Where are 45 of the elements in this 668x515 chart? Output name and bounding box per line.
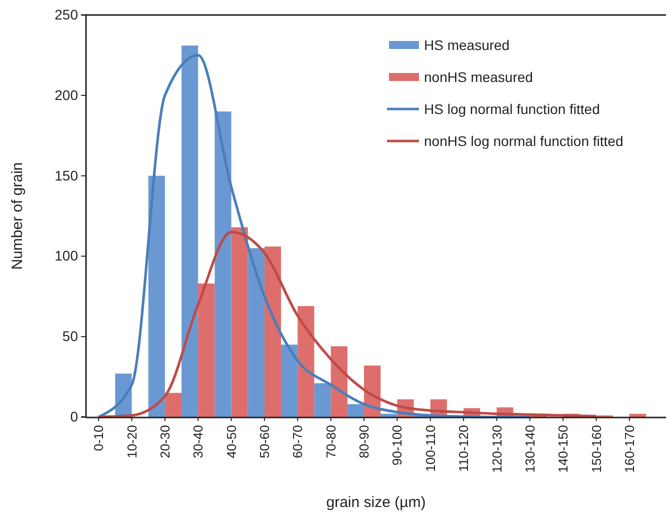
y-axis-title: Number of grain xyxy=(9,162,26,270)
y-tick-label: 200 xyxy=(54,86,78,103)
bar xyxy=(198,284,215,417)
y-tick-label: 0 xyxy=(70,408,78,424)
x-tick-label: 110-120 xyxy=(456,425,472,472)
x-tick-label: 60-70 xyxy=(290,425,306,458)
x-tick-label: 30-40 xyxy=(190,425,206,458)
bar xyxy=(330,346,348,417)
bar xyxy=(148,176,165,417)
x-tick-label: 90-100 xyxy=(390,425,405,466)
legend-label: nonHS log normal function fitted xyxy=(424,132,624,149)
x-tick-label: 140-150 xyxy=(556,425,571,473)
bar xyxy=(214,111,232,417)
bar xyxy=(231,227,248,417)
x-axis-title: grain size (µm) xyxy=(326,494,426,511)
legend-label: HS measured xyxy=(424,36,510,53)
x-tick-label: 150-160 xyxy=(588,425,604,473)
bar xyxy=(248,248,264,417)
x-tick-label: 130-140 xyxy=(522,425,538,473)
bar xyxy=(380,414,398,417)
bar xyxy=(298,306,314,417)
x-tick-label: 40-50 xyxy=(224,425,239,458)
bar xyxy=(164,392,182,417)
x-tick-label: 10-20 xyxy=(124,425,140,458)
line-series xyxy=(97,230,598,418)
y-tick-label: 100 xyxy=(54,248,78,264)
x-tick-label: 160-170 xyxy=(622,425,637,473)
x-tick-label: 0-10 xyxy=(91,425,106,452)
bar xyxy=(182,46,198,417)
x-tick-label: 70-80 xyxy=(323,425,338,458)
x-tick-label: 20-30 xyxy=(157,425,172,458)
legend-label: nonHS measured xyxy=(424,68,533,85)
legend-label: HS log normal function fitted xyxy=(424,100,600,117)
bar xyxy=(281,344,298,417)
bar xyxy=(264,246,282,417)
x-tick-label: 120-130 xyxy=(489,425,504,473)
bar xyxy=(314,383,331,417)
y-tick-label: 50 xyxy=(62,328,78,344)
y-tick-label: 250 xyxy=(54,6,78,22)
x-tick-label: 100-110 xyxy=(422,425,438,472)
x-tick-label: 80-90 xyxy=(356,425,372,458)
y-tick-label: 150 xyxy=(54,167,78,184)
x-tick-label: 50-60 xyxy=(257,425,272,458)
bar xyxy=(629,414,646,417)
bar xyxy=(347,404,364,417)
